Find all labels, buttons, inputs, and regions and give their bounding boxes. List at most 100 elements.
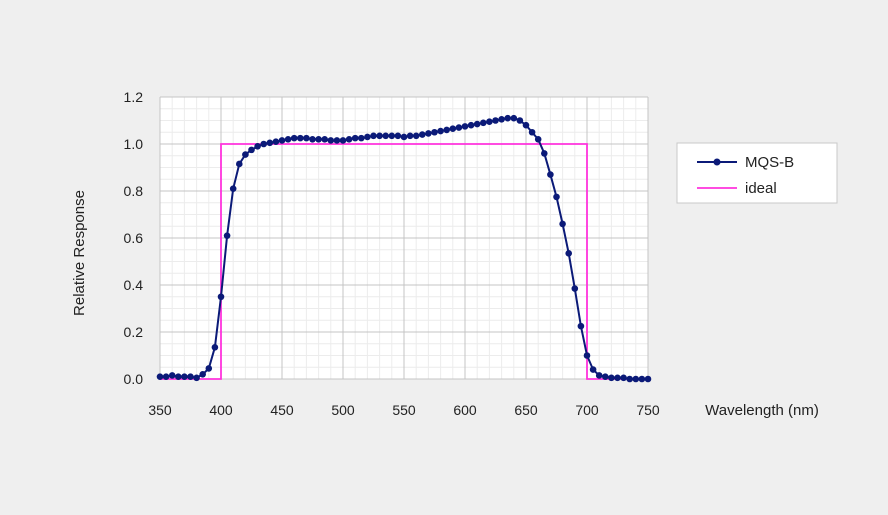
data-point-mqs-b [595, 372, 603, 379]
series-layer [156, 114, 652, 383]
series-line-ideal [160, 143, 648, 380]
data-point-mqs-b [406, 132, 414, 140]
data-point-mqs-b [351, 134, 359, 142]
data-point-mqs-b [467, 121, 475, 129]
x-tick-label: 400 [209, 402, 233, 418]
x-axis-ticks: 350 400 450 500 550 600 650 700 750 [148, 402, 660, 418]
x-tick-label: 350 [148, 402, 172, 418]
data-point-mqs-b [175, 373, 182, 380]
data-point-mqs-b [608, 374, 615, 382]
data-point-mqs-b [211, 343, 219, 351]
x-tick-label: 700 [575, 402, 599, 418]
data-point-mqs-b [486, 118, 493, 125]
data-point-mqs-b [315, 136, 322, 143]
data-point-mqs-b [242, 151, 249, 158]
data-point-mqs-b [547, 171, 554, 178]
x-tick-label: 450 [270, 402, 294, 418]
data-point-mqs-b [193, 374, 200, 382]
legend-label-mqs-b: MQS-B [745, 154, 794, 171]
data-point-mqs-b [254, 143, 261, 150]
data-point-mqs-b [339, 137, 347, 144]
data-point-mqs-b [602, 373, 609, 380]
data-point-mqs-b [443, 126, 451, 134]
data-point-mqs-b [400, 133, 408, 141]
data-point-mqs-b [217, 293, 225, 301]
legend-box [676, 142, 838, 204]
data-point-mqs-b [205, 365, 213, 372]
data-point-mqs-b [358, 134, 365, 142]
data-point-mqs-b [528, 128, 536, 136]
x-tick-label: 650 [514, 402, 538, 418]
data-point-mqs-b [571, 285, 579, 292]
data-point-mqs-b [303, 134, 310, 142]
data-point-mqs-b [333, 137, 341, 144]
x-tick-label: 600 [453, 402, 477, 418]
data-point-mqs-b [162, 373, 170, 380]
data-point-mqs-b [376, 132, 383, 140]
data-point-mqs-b [382, 132, 390, 140]
y-tick-label: 0.6 [124, 230, 144, 246]
data-point-mqs-b [260, 140, 268, 148]
data-point-mqs-b [522, 121, 530, 129]
data-point-mqs-b [248, 146, 255, 154]
legend-marker-mqs-b [713, 158, 721, 166]
data-point-mqs-b [498, 116, 505, 123]
y-axis-ticks: 0.0 0.2 0.4 0.6 0.8 1.0 1.2 [124, 89, 144, 387]
data-point-mqs-b [278, 137, 286, 144]
data-point-mqs-b [632, 375, 640, 383]
data-point-mqs-b [455, 124, 463, 131]
x-tick-label: 750 [636, 402, 660, 418]
data-point-mqs-b [504, 114, 512, 122]
data-point-mqs-b [437, 127, 444, 135]
data-point-mqs-b [168, 372, 176, 379]
data-point-mqs-b [370, 132, 377, 140]
data-point-mqs-b [388, 132, 396, 140]
legend-label-ideal: ideal [745, 180, 777, 197]
data-point-mqs-b [223, 232, 231, 239]
data-point-mqs-b [229, 185, 237, 192]
y-tick-label: 1.2 [124, 89, 144, 105]
y-axis-label: Relative Response [71, 190, 88, 316]
data-point-mqs-b [272, 138, 280, 145]
data-point-mqs-b [199, 371, 206, 378]
data-point-mqs-b [510, 114, 518, 122]
data-point-mqs-b [290, 134, 298, 142]
data-point-mqs-b [589, 366, 597, 373]
data-point-mqs-b [565, 249, 572, 257]
legend: MQS-B ideal [676, 142, 838, 204]
x-tick-label: 550 [392, 402, 416, 418]
data-point-mqs-b [480, 119, 487, 127]
y-tick-label: 0.2 [124, 324, 144, 340]
x-tick-label: 500 [331, 402, 355, 418]
data-point-mqs-b [559, 220, 566, 228]
data-point-mqs-b [309, 136, 316, 143]
data-point-mqs-b [431, 128, 438, 136]
data-point-mqs-b [156, 373, 164, 380]
data-point-mqs-b [284, 136, 292, 143]
data-point-mqs-b [425, 130, 432, 137]
data-point-mqs-b [236, 160, 243, 168]
data-point-mqs-b [534, 136, 542, 143]
data-point-mqs-b [516, 117, 524, 124]
data-point-mqs-b [181, 373, 188, 380]
data-point-mqs-b [541, 150, 548, 157]
data-point-mqs-b [473, 120, 481, 128]
data-point-mqs-b [364, 133, 371, 141]
data-point-mqs-b [644, 375, 652, 383]
data-point-mqs-b [461, 123, 469, 130]
data-point-mqs-b [419, 131, 426, 138]
data-point-mqs-b [266, 139, 274, 147]
data-point-mqs-b [583, 352, 591, 359]
data-point-mqs-b [327, 137, 335, 144]
data-point-mqs-b [577, 322, 585, 330]
y-tick-label: 0.4 [124, 277, 144, 293]
data-point-mqs-b [492, 117, 499, 124]
data-point-mqs-b [345, 136, 353, 143]
data-point-mqs-b [449, 125, 457, 133]
data-point-mqs-b [321, 136, 329, 143]
data-point-mqs-b [553, 193, 560, 201]
y-tick-label: 0.0 [124, 371, 144, 387]
data-point-mqs-b [297, 134, 304, 142]
